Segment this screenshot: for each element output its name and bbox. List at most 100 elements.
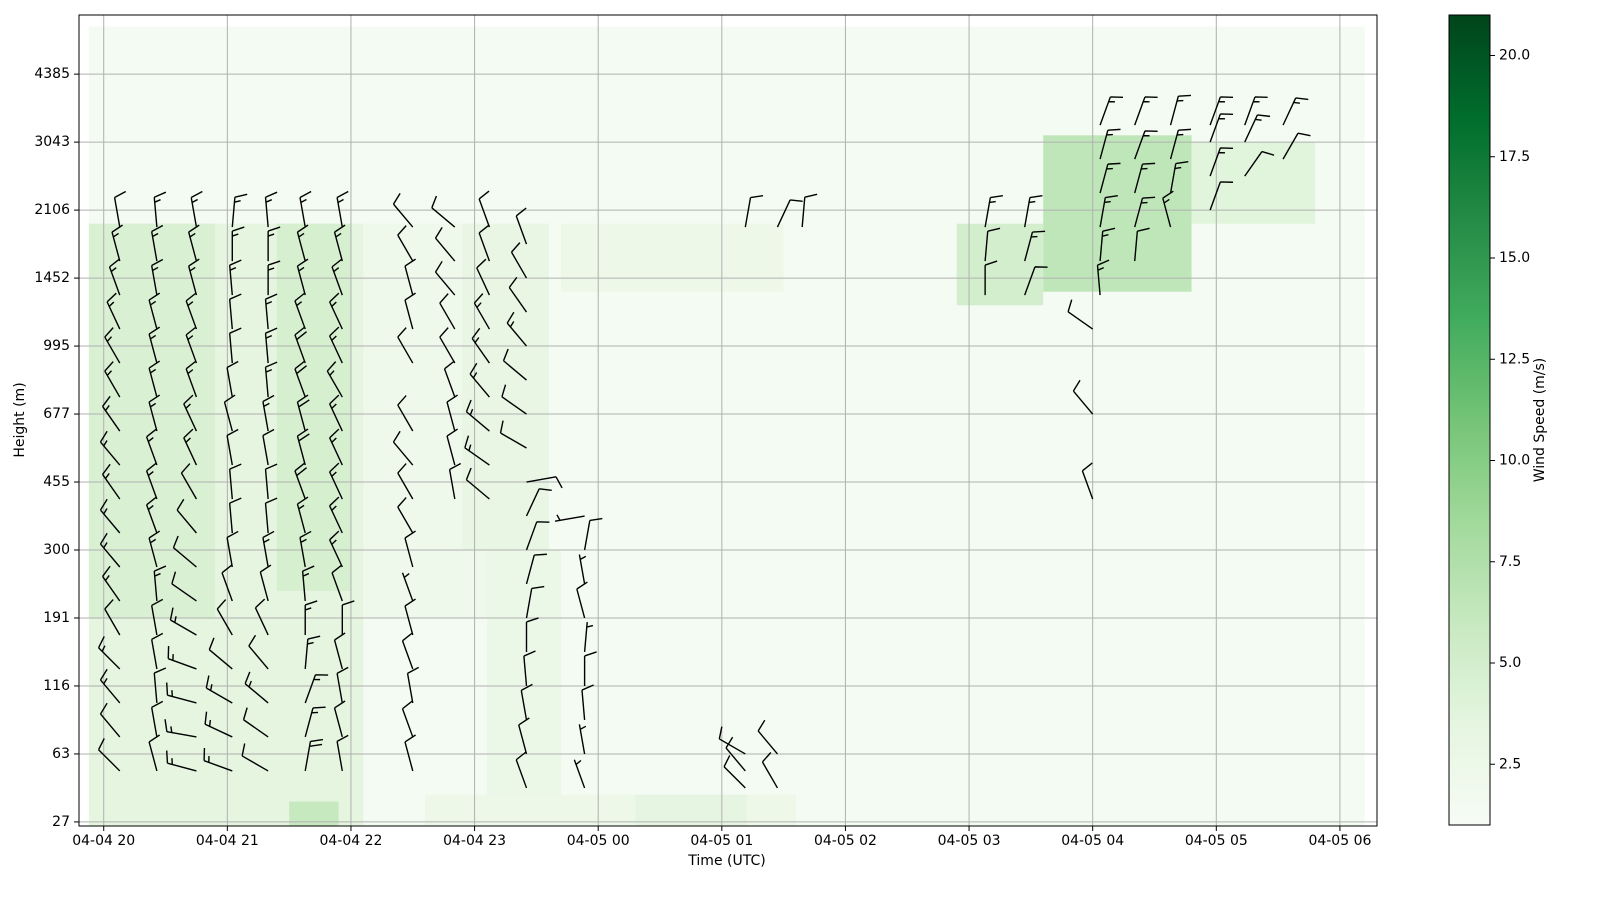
wind-barb xyxy=(1096,259,1110,296)
wind-barb xyxy=(1134,96,1158,126)
heat-cell xyxy=(88,223,215,618)
wind-barb xyxy=(226,530,239,568)
colorbar xyxy=(1448,14,1491,826)
wind-barb xyxy=(97,738,121,772)
heat-cell xyxy=(1191,142,1316,224)
wind-barb xyxy=(1072,379,1094,415)
wind-barb xyxy=(108,258,121,296)
wind-barb xyxy=(406,666,420,704)
wind-barb xyxy=(1099,128,1121,160)
wind-barb xyxy=(434,260,456,296)
wind-barb xyxy=(333,700,346,738)
wind-barb xyxy=(304,674,329,704)
x-tick-label: 04-05 00 xyxy=(567,833,630,849)
wind-barb xyxy=(573,759,586,789)
wind-barb xyxy=(583,517,603,551)
plot-frame xyxy=(78,14,1378,827)
wind-barb xyxy=(1162,190,1174,228)
wind-barb xyxy=(331,258,343,296)
wind-barb xyxy=(104,599,121,636)
wind-barb xyxy=(150,224,164,262)
wind-barb xyxy=(262,394,275,432)
wind-barb xyxy=(523,650,536,687)
wind-barb xyxy=(326,361,343,398)
wind-barb xyxy=(404,734,416,772)
wind-barb xyxy=(397,463,414,500)
wind-barb xyxy=(520,683,533,721)
wind-barb xyxy=(401,572,414,602)
wind-barb xyxy=(328,428,343,466)
y-tick-label: 63 xyxy=(52,746,70,762)
wind-barb xyxy=(248,634,269,670)
wind-barb xyxy=(510,242,528,279)
y-tick-label: 4385 xyxy=(34,66,70,82)
wind-barb xyxy=(525,521,550,551)
wind-barb xyxy=(150,700,164,738)
wind-barb xyxy=(166,682,197,704)
wind-barb xyxy=(801,193,818,228)
wind-barb xyxy=(1244,114,1271,143)
wind-barb xyxy=(296,258,309,296)
wind-barb xyxy=(113,190,127,228)
wind-barb xyxy=(1244,96,1268,126)
wind-barb xyxy=(526,476,563,489)
wind-barb xyxy=(506,311,528,347)
wind-barb xyxy=(465,399,490,432)
wind-barb xyxy=(221,564,233,602)
wind-barb xyxy=(984,260,998,296)
wind-barb xyxy=(228,497,242,534)
wind-barb xyxy=(106,292,121,330)
wind-barb xyxy=(578,554,587,585)
wind-barb xyxy=(183,428,198,466)
colorbar-tick-label: 12.5 xyxy=(1499,351,1530,367)
wind-barb xyxy=(397,395,414,432)
wind-barb xyxy=(102,463,121,500)
wind-barb xyxy=(228,259,242,296)
wind-barb xyxy=(464,435,490,466)
wind-barb xyxy=(262,428,275,466)
wind-barb xyxy=(331,564,343,602)
x-tick-label: 04-05 06 xyxy=(1308,833,1371,849)
x-tick-label: 04-05 05 xyxy=(1185,833,1248,849)
wind-barb xyxy=(469,362,490,398)
wind-barb xyxy=(583,622,594,653)
wind-barb xyxy=(99,668,121,704)
wind-barb xyxy=(102,565,121,602)
wind-barb xyxy=(208,637,233,670)
y-tick-label: 995 xyxy=(43,338,70,354)
wind-barb xyxy=(525,585,545,619)
wind-barb xyxy=(576,581,588,619)
wind-barb xyxy=(294,360,308,398)
wind-barb xyxy=(328,496,343,534)
wind-barb xyxy=(267,260,281,296)
wind-barb xyxy=(465,467,490,500)
wind-barb xyxy=(1169,128,1191,160)
wind-barb xyxy=(443,360,456,398)
wind-barb xyxy=(328,326,343,364)
wind-barb xyxy=(328,462,343,500)
wind-barb xyxy=(397,497,414,534)
wind-barb xyxy=(223,394,236,432)
wind-barb xyxy=(153,191,167,228)
wind-barb xyxy=(296,428,310,466)
wind-barb xyxy=(299,190,312,228)
wind-barb xyxy=(725,736,746,772)
y-tick-label: 116 xyxy=(43,678,70,694)
wind-barb xyxy=(328,394,343,432)
wind-barb xyxy=(203,748,233,772)
colorbar-tick-label: 2.5 xyxy=(1499,756,1521,772)
wind-barb xyxy=(205,675,233,704)
wind-barb xyxy=(294,326,308,364)
wind-barb xyxy=(1209,113,1234,143)
colorbar-tick-label: 20.0 xyxy=(1499,48,1530,64)
wind-barb xyxy=(150,632,164,670)
wind-barb xyxy=(264,361,278,398)
wind-barb xyxy=(231,226,245,262)
wind-barb xyxy=(99,430,121,466)
wind-barb xyxy=(148,734,161,772)
x-tick-label: 04-05 04 xyxy=(1061,833,1124,849)
wind-barb xyxy=(508,276,528,313)
wind-barb xyxy=(1024,266,1048,296)
wind-barb xyxy=(404,598,416,636)
wind-barb xyxy=(1134,196,1156,228)
